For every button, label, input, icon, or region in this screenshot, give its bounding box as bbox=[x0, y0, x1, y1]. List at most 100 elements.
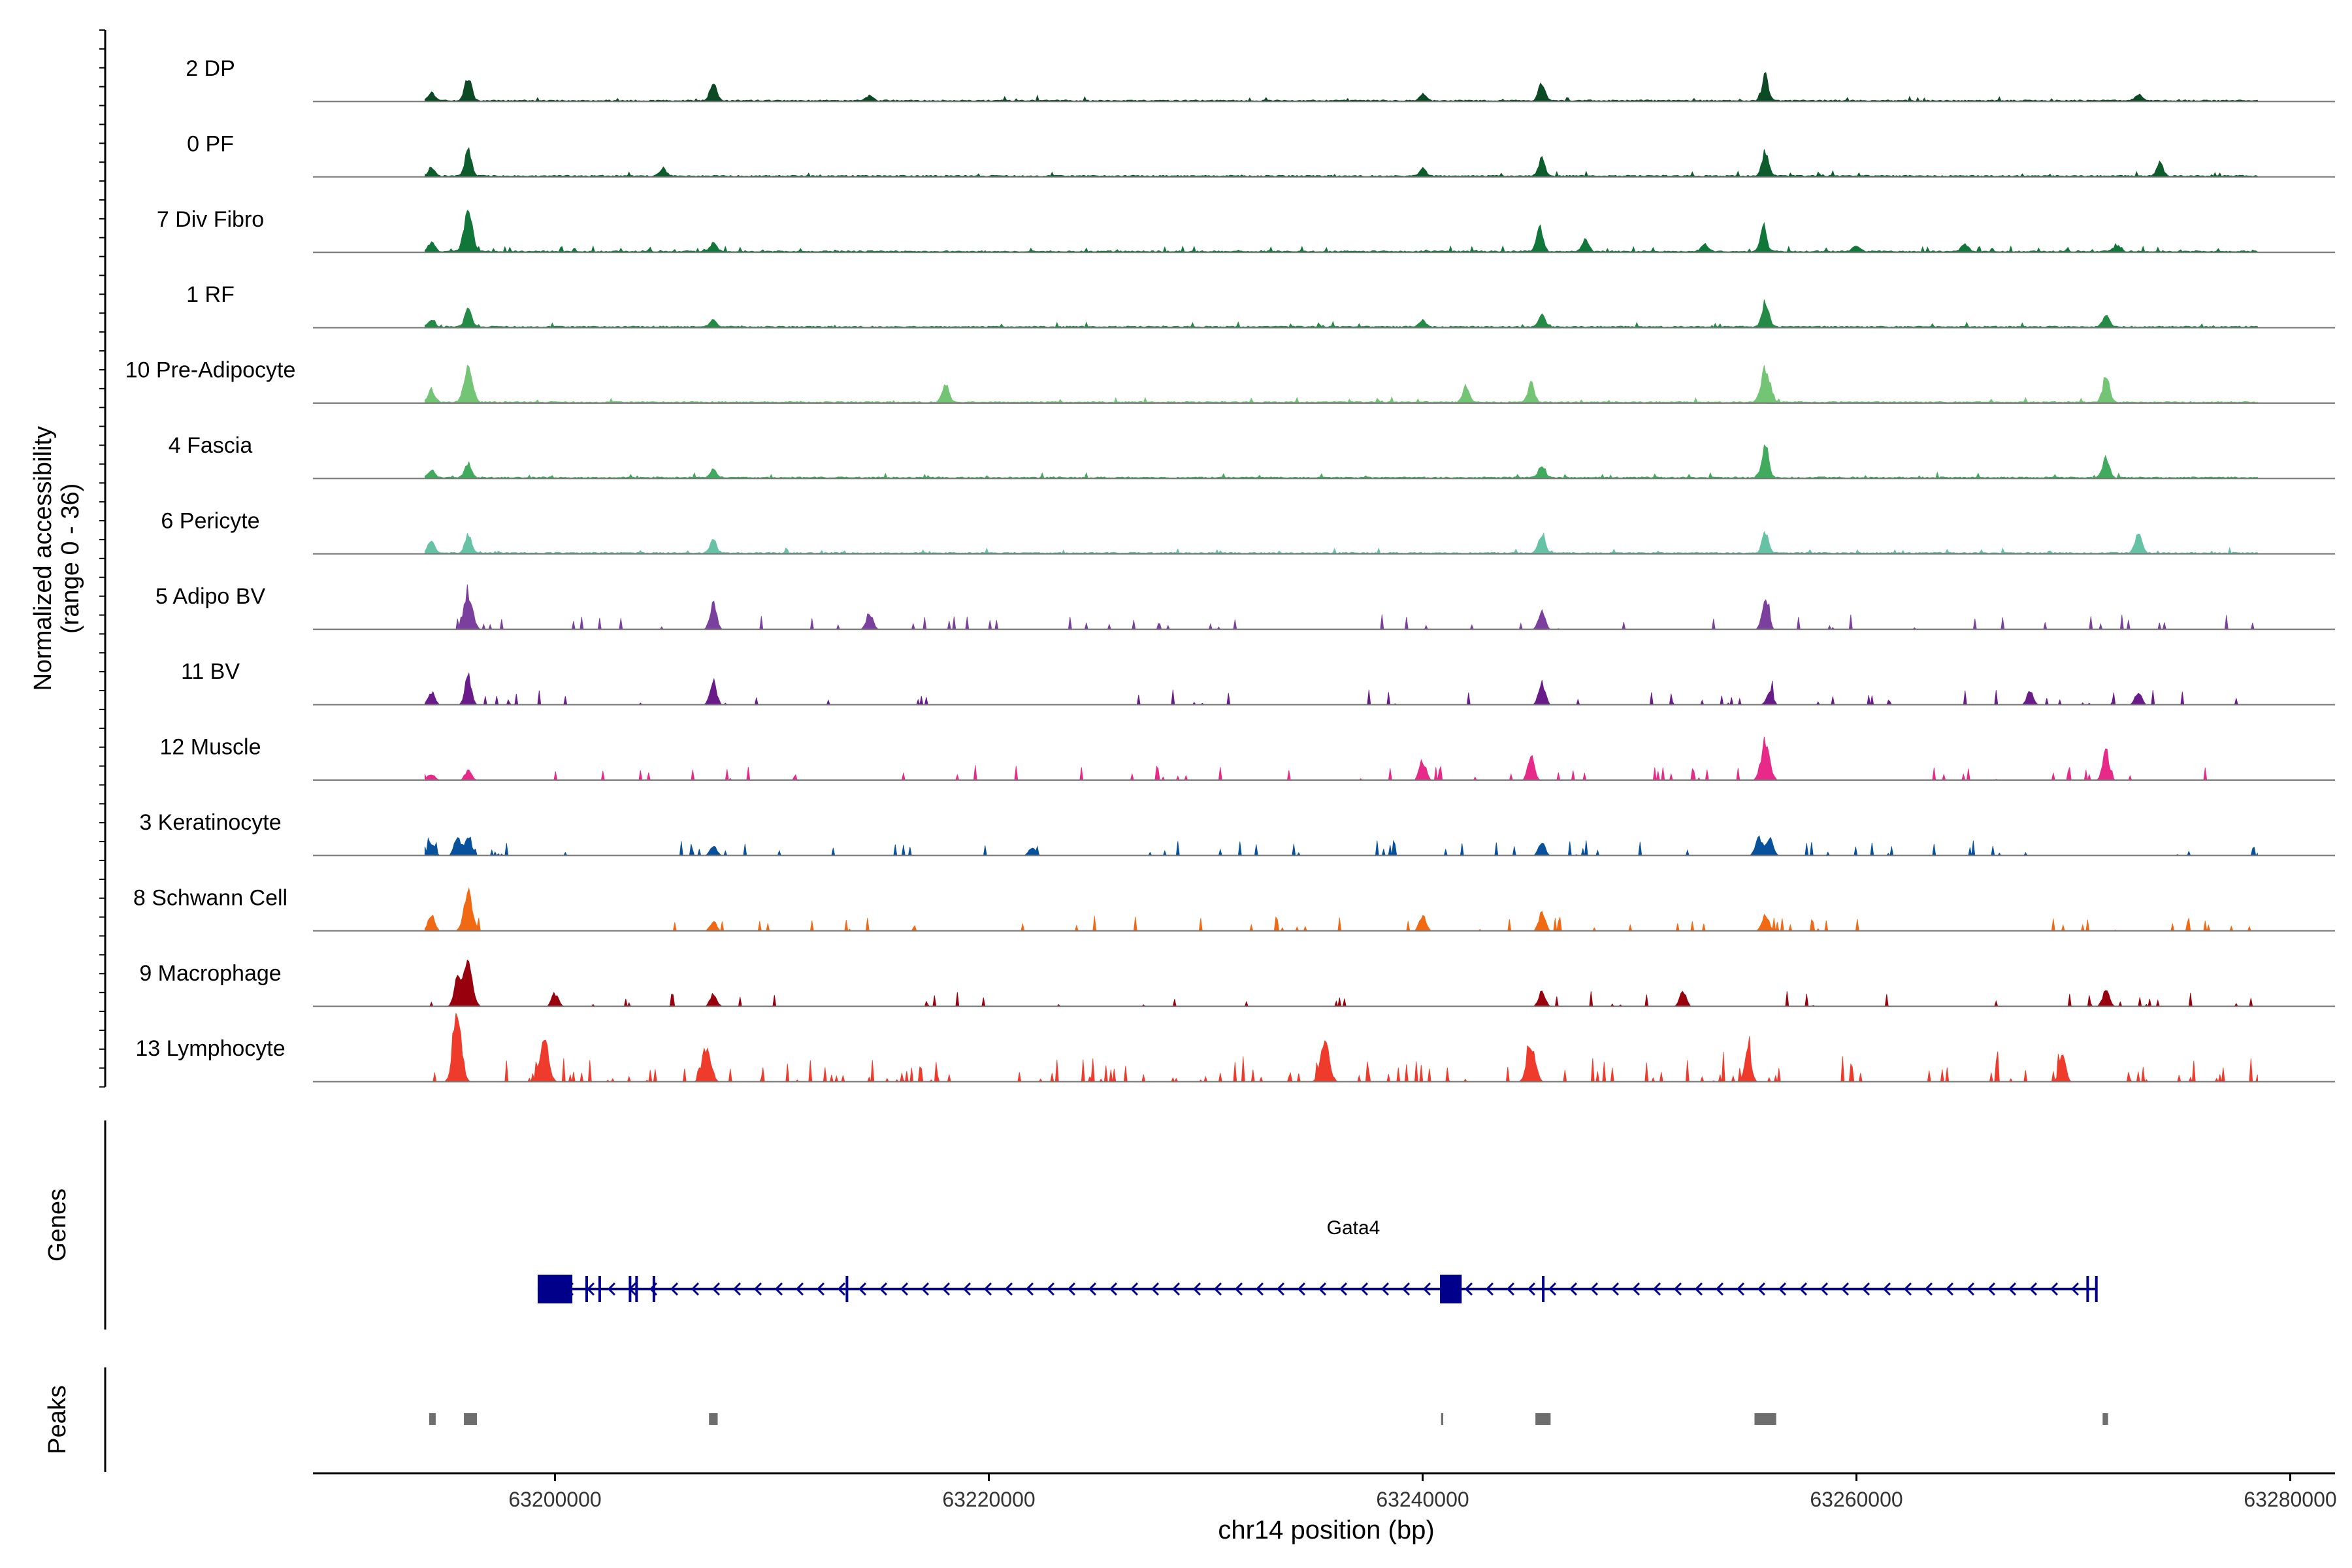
strand-arrow bbox=[1757, 1282, 1766, 1296]
gene-exon bbox=[1542, 1276, 1545, 1302]
strand-arrow bbox=[1569, 1282, 1578, 1296]
coverage-area bbox=[424, 365, 2259, 404]
strand-arrow bbox=[1360, 1282, 1369, 1296]
peak-region bbox=[2102, 1413, 2108, 1425]
peak-region bbox=[1441, 1413, 1444, 1425]
accessibility-y-axis bbox=[99, 29, 106, 1088]
strand-arrow bbox=[1590, 1282, 1599, 1296]
strand-arrow bbox=[1485, 1282, 1494, 1296]
coverage-area bbox=[425, 959, 2258, 1007]
strand-arrow bbox=[1297, 1282, 1306, 1296]
strand-arrow bbox=[1088, 1282, 1097, 1296]
strand-arrow bbox=[1631, 1282, 1641, 1296]
track-label: 12 Muscle bbox=[160, 735, 261, 760]
track-0-pf: 0 PF bbox=[187, 131, 2335, 178]
strand-arrow bbox=[732, 1282, 742, 1296]
strand-arrow bbox=[1506, 1282, 1515, 1296]
strand-arrow bbox=[1861, 1282, 1870, 1296]
track-label: 4 Fascia bbox=[169, 433, 253, 458]
strand-arrow bbox=[2070, 1282, 2080, 1296]
track-4-fascia: 4 Fascia bbox=[169, 433, 2335, 480]
genes-panel-label: Genes bbox=[44, 1188, 71, 1262]
strand-arrow bbox=[607, 1282, 616, 1296]
strand-arrow bbox=[1799, 1282, 1808, 1296]
x-tick-label: 63280000 bbox=[2244, 1488, 2336, 1511]
gene-name-label: Gata4 bbox=[1327, 1217, 1380, 1239]
gene-exon bbox=[537, 1275, 573, 1303]
strand-arrow bbox=[1966, 1282, 1975, 1296]
track-label: 5 Adipo BV bbox=[155, 584, 266, 609]
strand-arrow bbox=[921, 1282, 930, 1296]
strand-arrow bbox=[1339, 1282, 1348, 1296]
coverage-area bbox=[424, 72, 2259, 102]
strand-arrow bbox=[1820, 1282, 1829, 1296]
strand-arrow bbox=[1171, 1282, 1181, 1296]
strand-arrow bbox=[670, 1282, 679, 1296]
strand-arrow bbox=[1109, 1282, 1118, 1296]
strand-arrow bbox=[1318, 1282, 1327, 1296]
gene-exon bbox=[845, 1276, 849, 1302]
genes-panel: Genes Gata4 bbox=[44, 1120, 2098, 1330]
strand-arrow bbox=[1025, 1282, 1034, 1296]
track-3-keratinocyte: 3 Keratinocyte bbox=[139, 810, 2335, 857]
strand-arrow bbox=[1213, 1282, 1222, 1296]
strand-arrow bbox=[2050, 1282, 2059, 1296]
peak-region bbox=[1754, 1413, 1776, 1425]
strand-arrow bbox=[1945, 1282, 1954, 1296]
coverage-area bbox=[424, 444, 2259, 479]
coverage-area bbox=[424, 531, 2259, 555]
track-label: 6 Pericyte bbox=[161, 508, 259, 533]
strand-arrow bbox=[1694, 1282, 1703, 1296]
peak-region bbox=[429, 1413, 436, 1425]
strand-arrow bbox=[858, 1282, 867, 1296]
strand-arrow bbox=[941, 1282, 951, 1296]
strand-arrow bbox=[837, 1282, 846, 1296]
y-axis-label: Normalized accessibility bbox=[29, 426, 57, 691]
strand-arrow bbox=[711, 1282, 721, 1296]
x-tick-label: 63260000 bbox=[1810, 1488, 1903, 1511]
coverage-area bbox=[424, 887, 2258, 932]
coverage-area bbox=[424, 672, 2258, 706]
track-5-adipo-bv: 5 Adipo BV bbox=[155, 584, 2335, 630]
peak-region bbox=[464, 1413, 477, 1425]
x-axis-title: chr14 position (bp) bbox=[1218, 1516, 1434, 1544]
strand-arrow bbox=[795, 1282, 804, 1296]
coverage-area bbox=[424, 299, 2259, 328]
strand-arrow bbox=[1882, 1282, 1891, 1296]
strand-arrow bbox=[962, 1282, 972, 1296]
strand-arrow bbox=[1046, 1282, 1055, 1296]
strand-arrow bbox=[1778, 1282, 1787, 1296]
strand-arrow bbox=[1548, 1282, 1557, 1296]
track-10-pre-adipocyte: 10 Pre-Adipocyte bbox=[125, 358, 2335, 404]
strand-arrow bbox=[1924, 1282, 1933, 1296]
gene-exon bbox=[635, 1276, 638, 1302]
track-7-div-fibro: 7 Div Fibro bbox=[157, 207, 2335, 253]
track-13-lymphocyte: 13 Lymphocyte bbox=[135, 1013, 2335, 1083]
x-tick-label: 63200000 bbox=[508, 1488, 601, 1511]
gene-exon bbox=[598, 1276, 601, 1302]
track-label: 13 Lymphocyte bbox=[135, 1036, 285, 1061]
strand-arrow bbox=[1130, 1282, 1139, 1296]
peak-region bbox=[709, 1413, 718, 1425]
strand-arrow bbox=[1192, 1282, 1201, 1296]
track-label: 7 Div Fibro bbox=[157, 207, 264, 232]
track-label: 3 Keratinocyte bbox=[139, 810, 281, 835]
strand-arrow bbox=[1673, 1282, 1682, 1296]
strand-arrow bbox=[1255, 1282, 1264, 1296]
x-tick-label: 63220000 bbox=[942, 1488, 1035, 1511]
coverage-area bbox=[425, 1013, 2259, 1083]
coverage-area bbox=[424, 835, 2259, 857]
x-axis-ticks: 63200000 63220000 63240000 63260000 63280000 bbox=[508, 1473, 2337, 1511]
track-label: 11 BV bbox=[181, 659, 240, 684]
y-axis-label-range: (range 0 - 36) bbox=[57, 483, 84, 634]
x-axis: 63200000 63220000 63240000 63260000 63280000 bbox=[313, 1472, 2337, 1511]
strand-arrow bbox=[753, 1282, 762, 1296]
strand-arrow bbox=[1422, 1282, 1431, 1296]
track-9-macrophage: 9 Macrophage bbox=[139, 959, 2335, 1007]
strand-arrow bbox=[1276, 1282, 1285, 1296]
strand-arrow bbox=[691, 1282, 700, 1296]
track-1-rf: 1 RF bbox=[186, 282, 2335, 329]
strand-arrow bbox=[900, 1282, 909, 1296]
strand-arrow bbox=[983, 1282, 992, 1296]
strand-arrow bbox=[1067, 1282, 1076, 1296]
